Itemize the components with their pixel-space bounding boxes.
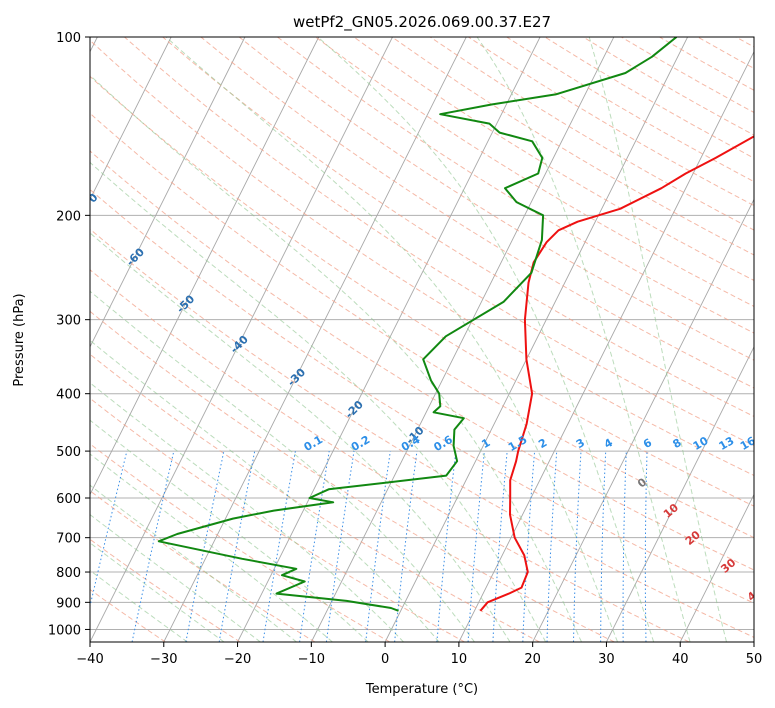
mixing-ratio-line [436, 451, 457, 642]
dry-adiabat-line [315, 37, 754, 307]
dry-adiabat-line [90, 443, 391, 642]
isotherm-line [90, 37, 172, 201]
isotherm-line [90, 37, 393, 642]
isotherm-line [90, 37, 246, 348]
moist-adiabat-line [90, 382, 404, 642]
background-lines [90, 37, 754, 642]
x-tick-label: −40 [76, 652, 103, 667]
moist-adiabat-line [90, 453, 333, 642]
mixing-ratio-line [325, 451, 355, 642]
isotherm-line [163, 37, 467, 642]
dry-adiabat-line [90, 269, 690, 642]
dry-adiabat-line [90, 39, 754, 477]
moist-adiabat-line [90, 161, 547, 642]
x-tick-label: 40 [672, 652, 689, 667]
x-tick-label: −10 [298, 652, 325, 667]
chart-title: wetPf2_GN05.2026.069.00.37.E27 [293, 13, 551, 32]
sounding-profiles [157, 37, 754, 612]
dry-adiabat-line [90, 150, 754, 571]
x-tick-label: 50 [746, 652, 763, 667]
mixing-ratio-line [299, 451, 330, 642]
moist-adiabat-line [90, 339, 440, 642]
dry-adiabat-line [90, 397, 465, 642]
moist-adiabat-line [90, 74, 582, 642]
x-tick-label: 30 [598, 652, 615, 667]
moist-adiabat-line [317, 37, 655, 642]
isotherm-line [532, 198, 754, 642]
moist-adiabat-line [90, 290, 475, 642]
dry-adiabat-line [90, 228, 754, 638]
mixing-ratio-label: 16 [738, 434, 758, 453]
y-tick-label: 300 [56, 314, 81, 329]
moist-adiabat-line [588, 37, 727, 642]
mixing-ratio-line [394, 451, 418, 642]
y-tick-label: 700 [56, 532, 81, 547]
series-line-1 [479, 135, 754, 612]
moist-adiabat-line [90, 484, 297, 642]
y-tick-label: 600 [56, 492, 81, 507]
isotherm-line [606, 345, 754, 642]
dry-adiabat-line [90, 75, 754, 507]
dry-adiabat-line [90, 310, 615, 642]
moist-adiabat-label: 40 [745, 584, 765, 604]
isotherm-line [679, 493, 754, 642]
mixing-ratio-line [365, 451, 391, 642]
x-tick-label: −20 [224, 652, 251, 667]
y-axis-label: Pressure (hPa) [12, 293, 27, 386]
dry-adiabat-line [90, 538, 241, 642]
x-axis: −40 −30 −20 −10 0 10 20 30 40 50 [76, 642, 762, 667]
x-axis-label: Temperature (°C) [365, 682, 478, 697]
isotherm-line [237, 37, 541, 642]
x-tick-label: −30 [150, 652, 177, 667]
isotherm-line [310, 37, 615, 642]
y-tick-label: 1000 [48, 623, 81, 638]
mixing-ratio-line [131, 450, 175, 642]
isotherm-line [458, 50, 754, 642]
mixing-ratio-line [467, 451, 485, 642]
moist-adiabat-line [476, 37, 691, 642]
y-tick-label: 500 [56, 445, 81, 460]
dry-adiabat-line [277, 37, 754, 334]
series-line-2 [157, 37, 678, 612]
y-tick-label: 800 [56, 566, 81, 581]
y-tick-label: 200 [56, 209, 81, 224]
y-tick-label: 100 [56, 31, 81, 46]
mixing-ratio-line [90, 450, 128, 609]
moist-adiabat-line [90, 232, 511, 642]
dry-adiabat-line [90, 353, 540, 642]
isotherm-line [384, 37, 689, 642]
x-tick-label: 20 [524, 652, 541, 667]
dry-adiabat-line [90, 188, 754, 604]
isotherm-label: -70 [77, 191, 100, 214]
x-tick-label: 0 [381, 652, 389, 667]
dry-adiabat-line [124, 37, 754, 447]
dry-adiabat-line [238, 37, 754, 361]
isotherm-line [90, 37, 320, 496]
y-tick-label: 400 [56, 388, 81, 403]
x-tick-label: 10 [451, 652, 468, 667]
dry-adiabat-line [90, 588, 166, 642]
plot-frame [89, 36, 755, 643]
y-tick-label: 900 [56, 596, 81, 611]
y-axis: 100 200 300 400 500 600 700 800 900 1000 [48, 31, 90, 638]
dry-adiabat-line [90, 112, 754, 539]
